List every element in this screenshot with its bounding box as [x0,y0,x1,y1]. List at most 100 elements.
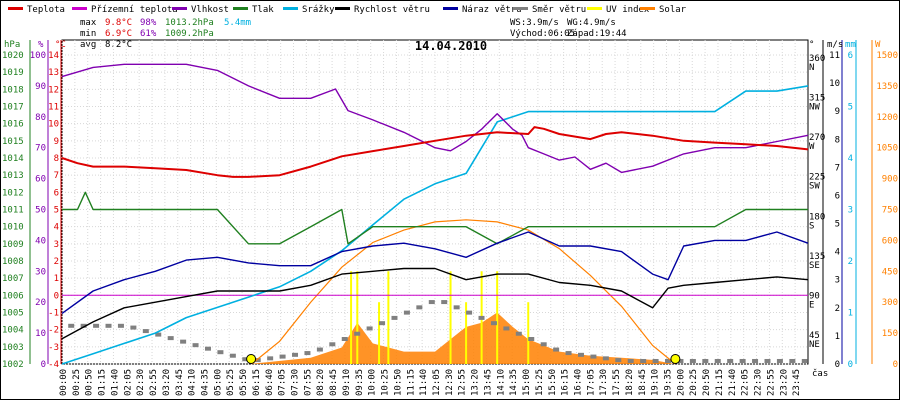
x-tick-label: 11:40 [419,369,429,396]
temp-tick-label: 3 [54,240,59,250]
x-tick-label: 09:10 [342,369,352,396]
temp-axis-unit: °C [55,40,66,50]
series-wind-direction-point [403,310,410,315]
x-tick-label: 21:40 [728,369,738,396]
humidity-tick-label: 0 [41,360,46,370]
x-tick-label: 05:00 [213,369,223,396]
stats-max-press: 1013.2hPa [165,18,214,28]
solar-tick-label: 300 [882,298,898,308]
direction-tick-name: NW [809,103,820,113]
direction-tick-name: S [809,221,814,231]
pressure-tick-label: 1018 [2,85,24,95]
pressure-tick-label: 1003 [2,343,24,353]
temp-tick-label: -1 [48,309,59,319]
series-wind-gust [61,231,809,314]
wind-tick-label: 7 [835,163,840,173]
series-wind-direction-point [602,356,609,361]
humidity-tick-label: 80 [35,113,46,123]
stats-avg-label: avg [80,40,96,50]
series-humidity [61,63,809,174]
x-tick-label: 22:05 [741,369,751,396]
wind-tick-label: 11 [829,51,840,61]
humidity-tick-label: 100 [30,51,46,61]
direction-tick-value: 360 [809,54,825,64]
direction-tick-value: 90 [809,291,820,301]
series-wind-direction-point [354,331,361,336]
series-solar [251,219,676,365]
series-wind-direction-point [180,339,187,344]
solar-tick-label: 0 [893,360,898,370]
x-tick-label: 16:15 [561,369,571,396]
series-wind-direction-point [117,323,124,328]
x-tick-label: 19:10 [651,369,661,396]
series-wind-direction-point [329,342,336,347]
series-wind-direction-point [727,358,734,363]
stats-min-hum: 61% [140,29,157,39]
series-wind-direction-point [217,350,224,355]
direction-axis-unit: ° [809,40,814,50]
legend-swatch-rychlost-vetru [335,7,350,10]
x-tick-label: 02:05 [123,369,133,396]
rain-axis-unit: mm [845,40,856,50]
series-wind-direction-point [776,358,783,363]
series-wind-direction-point [677,358,684,363]
x-tick-label: 00:25 [72,369,82,396]
x-tick-label: 00:50 [85,369,95,396]
x-tick-label: 09:35 [355,369,365,396]
series-wind-direction-point [789,358,796,363]
legend-swatch-tlak [233,7,248,10]
series-wind-direction-point [441,300,448,305]
x-tick-label: 04:10 [188,369,198,396]
x-tick-label: 11:15 [406,369,416,396]
series-wind-direction-point [130,325,137,330]
series-wind-direction-point [490,321,497,326]
direction-tick-value: 225 [809,173,825,183]
temp-tick-label: 10 [48,120,59,130]
pressure-tick-label: 1005 [2,309,24,319]
pressure-tick-label: 1012 [2,188,24,198]
legend-swatch-solar [640,7,655,10]
series-wind-direction-point [254,358,261,363]
pressure-tick-label: 1009 [2,240,24,250]
series-wind-direction-point [204,346,211,351]
x-tick-label: 00:00 [59,369,69,396]
humidity-tick-label: 50 [35,206,46,216]
x-tick-label: 14:10 [496,369,506,396]
x-tick-label: 02:55 [149,369,159,396]
temp-tick-label: 2 [54,257,59,267]
humidity-axis-unit: % [38,40,44,50]
stats-max-temp: 9.8°C [105,18,132,28]
x-tick-label: 13:45 [483,369,493,396]
humidity-tick-label: 60 [35,175,46,185]
series-wind-direction-point [416,305,423,310]
humidity-tick-label: 20 [35,298,46,308]
x-tick-label: 16:40 [573,369,583,396]
legend-label-smer-vetru: Směr větru [532,5,586,15]
x-tick-label: 08:45 [329,369,339,396]
x-tick-label: 13:20 [471,369,481,396]
stats-min-temp: 6.9°C [105,29,132,39]
x-tick-label: 10:25 [381,369,391,396]
stats-max-rain: 5.4mm [224,18,251,28]
series-wind-direction-point [652,358,659,363]
series-wind-direction-point [316,347,323,352]
series-wind-direction-point [391,315,398,320]
x-tick-label: 15:25 [535,369,545,396]
wind-info: WS:3.9m/s WG:4.9m/s Východ:06:05 Západ:1… [510,18,627,39]
axes: hPa1002100310041005100610071008100910101… [2,40,898,370]
legend-swatch-smer-vetru [513,7,528,10]
x-tick-label: 14:35 [509,369,519,396]
legend-label-srazky: Srážky [302,5,335,15]
wind-tick-label: 2 [835,304,840,314]
x-tick-label: 23:45 [792,369,802,396]
temp-tick-label: 5 [54,206,59,216]
stats-block: max 9.8°C 98% 1013.2hPa 5.4mm min 6.9°C … [80,18,251,50]
x-tick-label: 12:05 [432,369,442,396]
x-tick-label: 19:35 [664,369,674,396]
x-tick-label: 07:05 [278,369,288,396]
series-wind-direction-point [366,326,373,331]
solar-tick-label: 150 [882,329,898,339]
temp-tick-label: 4 [54,223,59,233]
legend-label-rychlost-vetru: Rychlost větru [354,5,430,15]
pressure-tick-label: 1011 [2,206,24,216]
